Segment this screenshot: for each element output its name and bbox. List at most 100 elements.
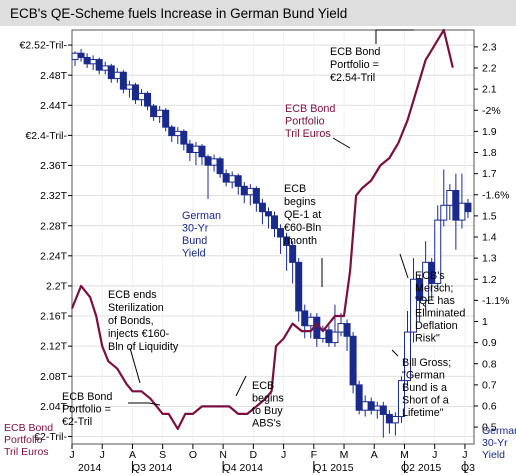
candle-body (95, 59, 103, 71)
right-tick-label: 1.7 (482, 168, 497, 180)
x-quarter-label: Q2 2015 (401, 462, 441, 474)
candle-body (301, 310, 309, 327)
right-tick-label: 1.9 (482, 126, 497, 138)
candle-body (83, 56, 91, 65)
candle-body (174, 130, 182, 137)
x-month-label: J (432, 449, 437, 461)
left-tick-label: 2.08T (40, 371, 67, 383)
candle-body (295, 261, 303, 312)
candle-body (192, 145, 200, 154)
left-axis: €2.52-Tril- 2.48T 2.44T €2.4-Tril- 2.36T 2.32… (20, 40, 72, 443)
annotation-line: to Buy (252, 405, 283, 417)
right-tick-label: 1 (482, 316, 488, 328)
candle-body (404, 331, 412, 382)
x-month-label: S (159, 449, 166, 461)
candle-body (222, 173, 230, 183)
right-tick-label: 1.3 (482, 253, 497, 265)
candle-body (397, 380, 405, 418)
candle-body (246, 187, 254, 196)
candle-body (458, 202, 466, 221)
right-tick-label: 0.9 (482, 337, 497, 349)
x-month-label: J (69, 449, 74, 461)
right-tick-label: 0.6 (482, 401, 497, 413)
annotation-line: Mersch; (415, 283, 453, 295)
callout-mersch-line (399, 253, 409, 279)
annotation-line: €60-Bln (284, 222, 321, 234)
right-tick-label: -2% (482, 105, 501, 117)
candle-body (125, 84, 133, 90)
annotation-line: Lifetime" (402, 407, 444, 419)
left-tick-label: 2.12T (40, 341, 67, 353)
candle-body (216, 158, 224, 175)
annotation-line: Portfolio = (62, 404, 111, 416)
right-axis: 2.3 2.2 2.1 -2% 1.9 1.8 1.7 -1.6% 1.5 1.4 1.3 1.2 -1… (474, 41, 509, 434)
candle-body (168, 126, 176, 137)
annotation-line: Bill Gross; (402, 357, 451, 369)
annotation-line: injects €160- (108, 328, 170, 340)
annotation-line: Eliminated (415, 308, 465, 320)
candle-body (156, 109, 164, 118)
annotation-line: German (182, 210, 221, 222)
annotation-line: Tril Euros (285, 128, 331, 140)
candle-body (252, 187, 260, 204)
left-tick-label: 2.04T (40, 401, 67, 413)
candle-body (131, 84, 139, 101)
candle-body (343, 323, 351, 337)
title-bar (0, 0, 516, 26)
annotation-line: ECB Bond (330, 46, 380, 58)
annotation-line: €2-Tril (62, 416, 92, 428)
annotation-line: begins (252, 393, 284, 405)
annotation-line: Bln of Liquidity (108, 341, 179, 353)
candle-body (180, 130, 188, 145)
annotation-line: of Bonds, (108, 315, 154, 327)
candle-body (228, 175, 236, 183)
candle-body (349, 335, 357, 386)
candle-body (283, 236, 291, 246)
left-tick-label: 2.44T (40, 100, 67, 112)
candle-body (440, 204, 448, 221)
left-tick-label: 2.32T (40, 190, 67, 202)
annotation-line: "QE has (415, 295, 455, 307)
callout-abs-line (235, 375, 247, 397)
x-month-label: M (340, 449, 349, 461)
candle-body (464, 202, 472, 213)
candle-body (198, 145, 206, 158)
right-tick-label: 0.7 (482, 379, 497, 391)
callout-2t-line (128, 402, 161, 406)
x-month-label: J (281, 449, 286, 461)
annotation-line: Bund is a (402, 382, 447, 394)
candle-body (337, 323, 345, 333)
candle-body (373, 405, 381, 411)
right-axis-title: German (482, 425, 516, 437)
right-tick-label: 2.1 (482, 84, 497, 96)
candle-body (331, 331, 339, 344)
candle-body (113, 71, 121, 80)
candle-body (162, 109, 170, 128)
left-tick-label: 2.36T (40, 160, 67, 172)
right-tick-label: -1.1% (482, 295, 509, 307)
x-month-label: J (462, 449, 467, 461)
candle-body (361, 401, 369, 411)
annotation-line: QE-1 at (284, 209, 321, 221)
x-month-label: A (129, 449, 136, 461)
ecb-portfolio-line (70, 28, 454, 430)
x-quarter-label: Q3 2014 (132, 462, 172, 474)
x-quarter-label: 2014 (78, 462, 102, 474)
x-month-label: J (100, 449, 105, 461)
annotation-line: /month (284, 235, 317, 247)
left-axis-title: Tril Euros (4, 446, 49, 458)
candle-body (89, 59, 97, 65)
x-month-label: F (311, 449, 317, 461)
left-tick-label: €2.4-Tril- (25, 130, 67, 142)
candle-body (101, 65, 109, 71)
left-tick-label: €2-Tril- (34, 431, 67, 443)
callout-lines (128, 29, 414, 406)
callout-sterilization-line (129, 347, 141, 384)
candle-body (144, 92, 152, 107)
x-quarter-label: Q3 (461, 462, 475, 474)
left-tick-label: 2.16T (40, 311, 67, 323)
